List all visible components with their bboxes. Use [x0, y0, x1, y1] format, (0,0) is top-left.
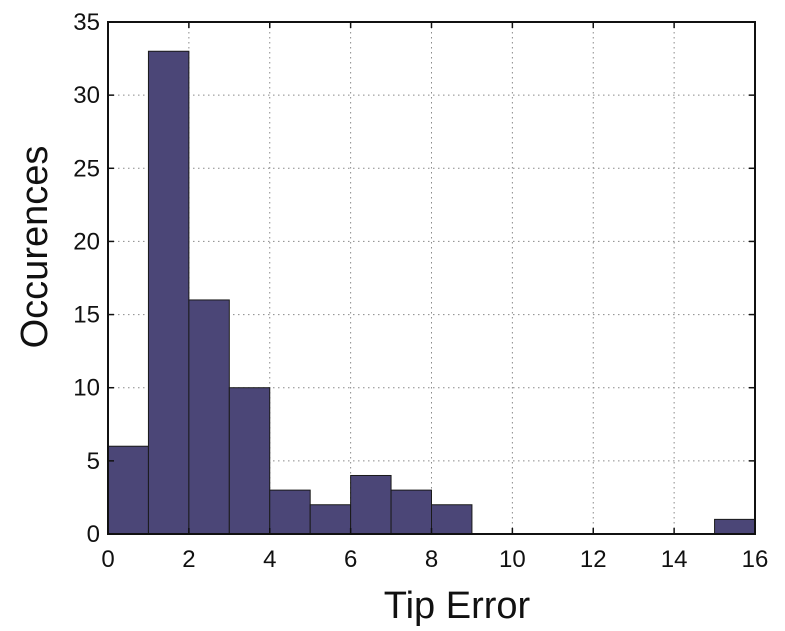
- histogram-bar: [431, 504, 473, 535]
- x-tick-label: 12: [580, 546, 607, 573]
- histogram-bar: [269, 489, 311, 535]
- histogram-bar: [107, 445, 149, 535]
- tick-marks: [107, 21, 756, 535]
- histogram-bar: [188, 299, 230, 535]
- x-tick-label: 2: [182, 546, 195, 573]
- x-tick-label: 4: [263, 546, 276, 573]
- x-tick-label: 8: [425, 546, 438, 573]
- y-tick-label: 25: [73, 155, 100, 182]
- x-tick-labels: 0 2 4 6 8 10 12 14 16: [101, 546, 768, 573]
- histogram-bar: [390, 489, 432, 535]
- y-tick-label: 10: [73, 375, 100, 402]
- histogram-bar: [228, 387, 271, 535]
- bars: [107, 50, 756, 535]
- x-tick-label: 14: [661, 546, 688, 573]
- x-tick-label: 10: [499, 546, 526, 573]
- x-tick-label: 16: [742, 546, 769, 573]
- histogram-bar: [714, 518, 756, 535]
- y-tick-label: 20: [73, 228, 100, 255]
- x-tick-label: 0: [101, 546, 114, 573]
- x-tick-label: 6: [344, 546, 357, 573]
- y-axis-title: Occurences: [14, 146, 56, 349]
- x-axis-title: Tip Error: [384, 585, 531, 627]
- grid: [108, 22, 755, 534]
- histogram-bar: [147, 50, 190, 535]
- histogram-bar: [309, 504, 352, 535]
- y-tick-labels: 0 5 10 15 20 25 30 35: [73, 9, 100, 548]
- y-tick-label: 0: [87, 521, 100, 548]
- y-tick-label: 5: [87, 448, 100, 475]
- y-tick-label: 30: [73, 82, 100, 109]
- y-tick-label: 15: [73, 302, 100, 329]
- histogram-bar: [350, 474, 392, 535]
- y-tick-label: 35: [73, 9, 100, 36]
